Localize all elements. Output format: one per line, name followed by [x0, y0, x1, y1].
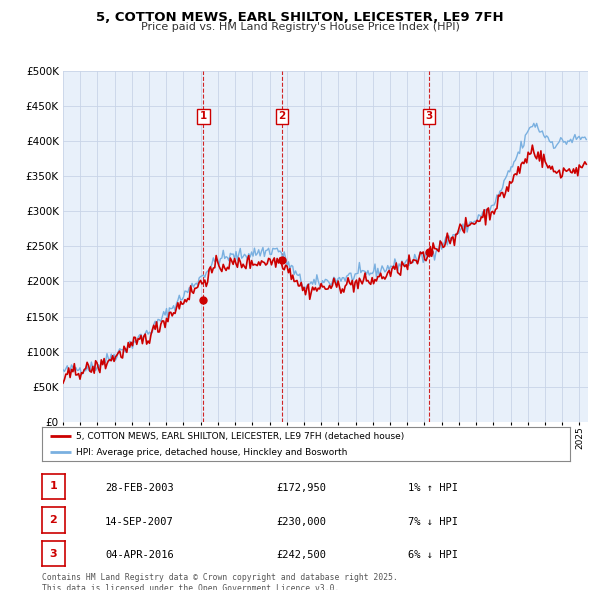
Text: 6% ↓ HPI: 6% ↓ HPI — [408, 550, 458, 560]
Text: 5, COTTON MEWS, EARL SHILTON, LEICESTER, LE9 7FH: 5, COTTON MEWS, EARL SHILTON, LEICESTER,… — [96, 11, 504, 24]
Text: 2: 2 — [278, 112, 286, 122]
Text: £230,000: £230,000 — [276, 517, 326, 526]
Text: 1: 1 — [200, 112, 207, 122]
Text: 04-APR-2016: 04-APR-2016 — [105, 550, 174, 560]
Text: Price paid vs. HM Land Registry's House Price Index (HPI): Price paid vs. HM Land Registry's House … — [140, 22, 460, 32]
Text: 3: 3 — [425, 112, 433, 122]
Text: 3: 3 — [50, 549, 57, 559]
Text: 7% ↓ HPI: 7% ↓ HPI — [408, 517, 458, 526]
Text: 2: 2 — [50, 515, 57, 525]
Text: 1: 1 — [50, 481, 57, 491]
Text: 1% ↑ HPI: 1% ↑ HPI — [408, 483, 458, 493]
Text: HPI: Average price, detached house, Hinckley and Bosworth: HPI: Average price, detached house, Hinc… — [76, 448, 347, 457]
Text: £172,950: £172,950 — [276, 483, 326, 493]
Text: £242,500: £242,500 — [276, 550, 326, 560]
Text: Contains HM Land Registry data © Crown copyright and database right 2025.
This d: Contains HM Land Registry data © Crown c… — [42, 573, 398, 590]
Text: 14-SEP-2007: 14-SEP-2007 — [105, 517, 174, 526]
Text: 28-FEB-2003: 28-FEB-2003 — [105, 483, 174, 493]
Text: 5, COTTON MEWS, EARL SHILTON, LEICESTER, LE9 7FH (detached house): 5, COTTON MEWS, EARL SHILTON, LEICESTER,… — [76, 432, 404, 441]
